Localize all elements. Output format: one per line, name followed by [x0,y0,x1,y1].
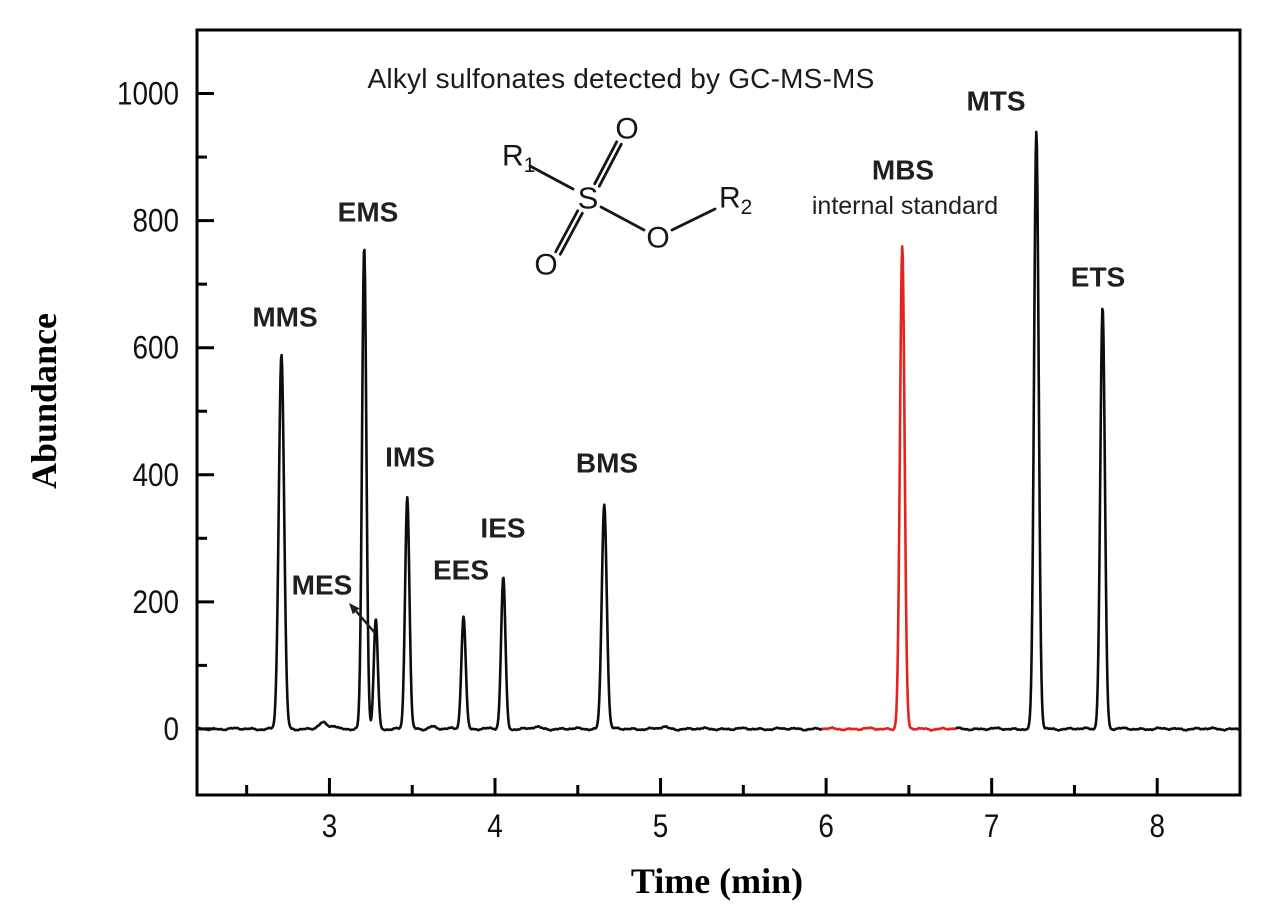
y-tick-label: 800 [133,203,180,239]
y-tick-label: 600 [133,330,180,366]
mes-arrow-head [349,603,360,615]
y-tick-label: 1000 [117,76,179,112]
x-tick-label: 3 [322,808,338,844]
y-tick-label: 400 [133,457,180,493]
peak-sublabel-mbs: internal standard [812,192,998,220]
chart-title: Alkyl sulfonates detected by GC-MS-MS [367,63,875,94]
plot-frame [195,28,1242,797]
structure-atom-r1: R1 [502,140,535,177]
y-tick-label: 200 [133,584,180,620]
x-tick-label: 8 [1149,808,1165,844]
peak-label-mts: MTS [966,86,1025,117]
structure-bond [599,205,646,232]
structure-double-bond [597,142,623,188]
structure-atom-r2: R2 [719,182,752,219]
structure-atom-s: S [578,181,599,216]
trace-internal-standard [821,244,959,732]
structure-bond [670,207,717,232]
peak-label-mms: MMS [252,302,317,333]
structure-double-bond [558,211,584,256]
structure-double-bond [554,209,580,254]
peak-label-mes: MES [292,570,353,601]
x-tick-label: 5 [653,808,669,844]
structure-atom-o: O [615,113,638,146]
x-tick-label: 4 [487,808,503,844]
y-axis-title: Abundance [24,312,64,490]
peak-label-ets: ETS [1071,262,1125,293]
x-axis-title: Time (min) [630,861,804,901]
structure-bond [528,164,575,191]
trace-black-right [955,130,1242,732]
peak-label-mbs: MBS [872,155,934,186]
peak-label-ies: IES [480,513,525,544]
peak-label-ems: EMS [338,197,399,228]
x-tick-label: 7 [984,808,1000,844]
y-tick-label: 0 [164,711,180,747]
structure-atom-o: O [534,249,557,282]
mes-arrow-line [355,610,376,634]
peak-label-bms: BMS [576,448,638,479]
trace-black-left [195,248,825,732]
x-tick-label: 6 [818,808,834,844]
peak-label-ees: EES [433,555,489,586]
structure-double-bond [593,140,619,186]
structure-atom-o: O [646,222,669,255]
peak-label-ims: IMS [385,442,435,473]
